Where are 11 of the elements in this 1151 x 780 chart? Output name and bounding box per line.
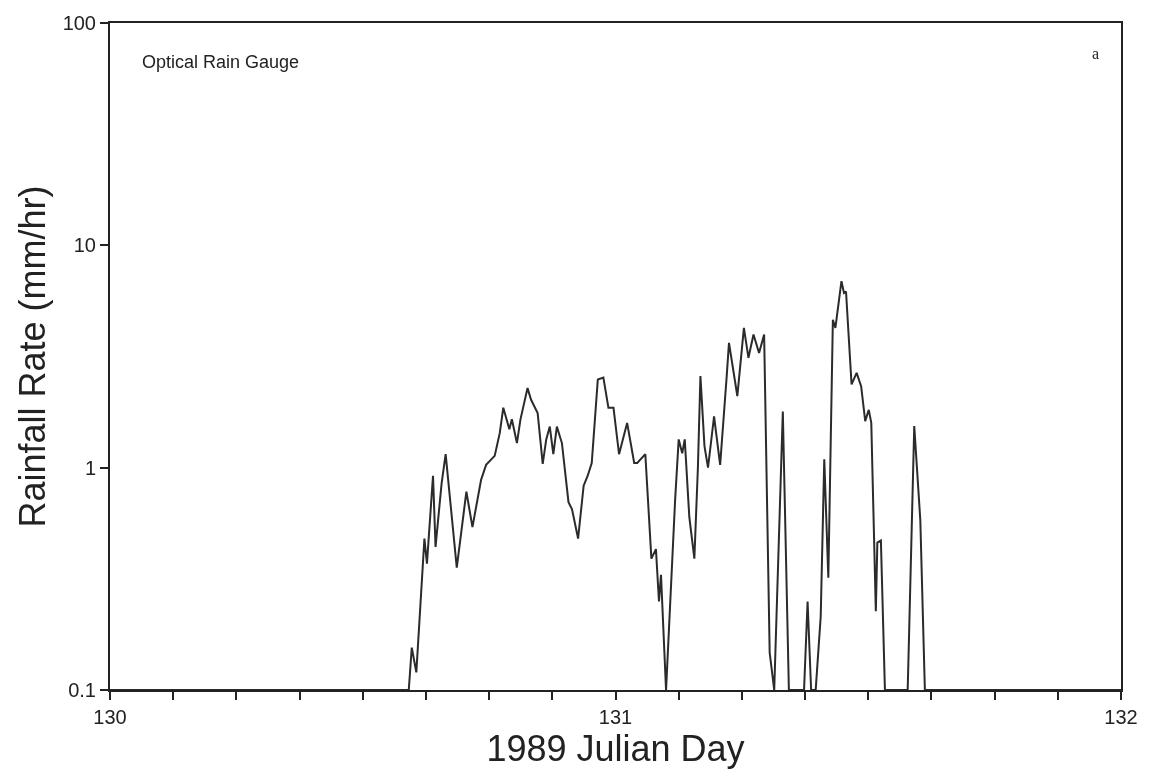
y-tick-label: 100 (62, 12, 96, 34)
x-tick-label: 132 (1104, 706, 1138, 728)
x-tick-label: 131 (598, 706, 633, 728)
y-axis-title: Rainfall Rate (mm/hr) (12, 185, 54, 528)
y-tick-label: 1 (84, 456, 96, 479)
annotation: Optical Rain Gauge (142, 52, 300, 72)
y-tick-label: 0.1 (68, 679, 96, 701)
x-axis-title: 1989 Julian Day (486, 728, 745, 769)
x-tick-label: 130 (93, 706, 127, 728)
annotation: a (1092, 45, 1100, 62)
y-tick-label: 10 (73, 234, 96, 257)
